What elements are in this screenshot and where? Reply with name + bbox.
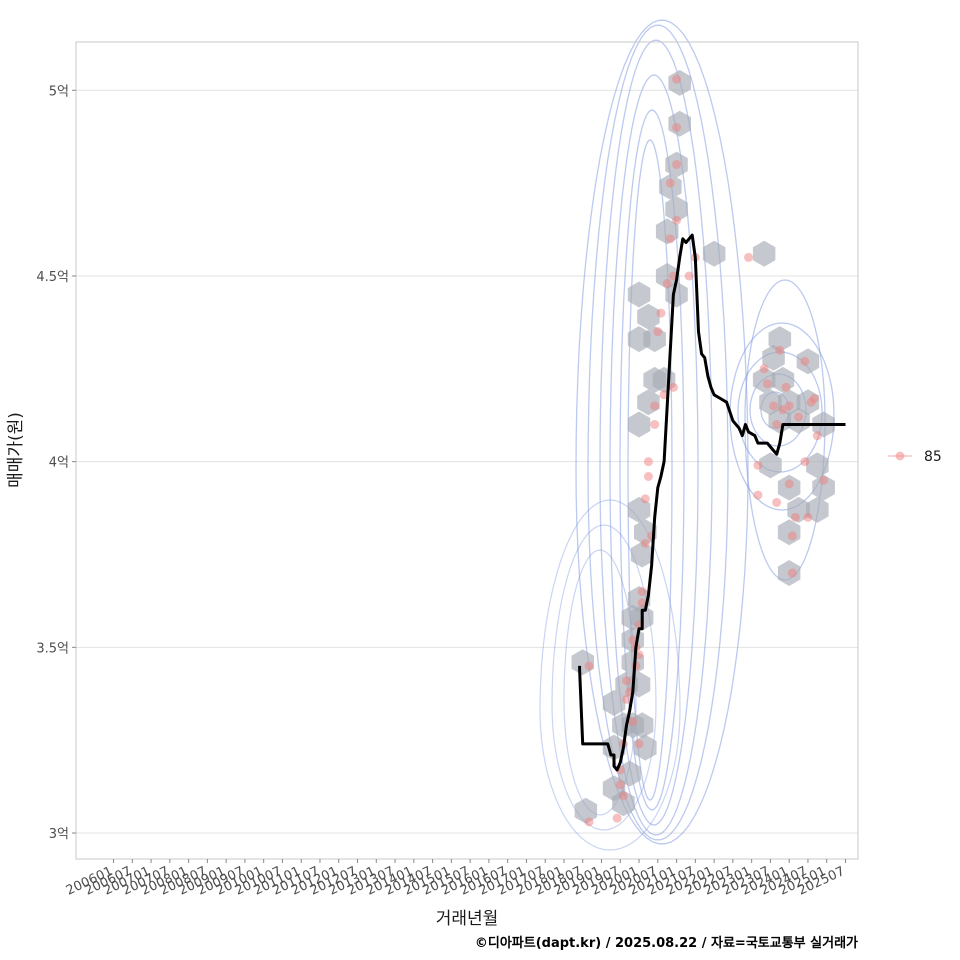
data-point: [637, 598, 647, 608]
data-point: [812, 431, 822, 441]
data-point: [628, 717, 638, 727]
y-axis: 3억 3.5억 4억 4.5억 5억: [36, 84, 76, 842]
density-contour: [587, 24, 729, 841]
x-axis: 2006012006072007012007072008012008072009…: [64, 859, 847, 899]
data-point: [615, 780, 625, 790]
data-point: [672, 74, 682, 84]
data-point: [781, 382, 791, 392]
data-point: [753, 490, 763, 500]
hexbin-cell: [602, 734, 626, 761]
data-point: [787, 531, 797, 541]
y-tick-label: 5억: [49, 84, 69, 99]
data-point: [803, 512, 813, 522]
data-point: [759, 364, 769, 374]
data-point: [809, 394, 819, 404]
hexbin-cell: [768, 326, 792, 353]
data-point: [819, 475, 829, 485]
data-point: [762, 379, 772, 389]
y-tick-label: 4.5억: [36, 270, 69, 285]
trend-line-layer: [578, 233, 846, 772]
data-point: [622, 676, 632, 686]
hexbin-cell: [627, 281, 651, 308]
hexbin-cell: [759, 452, 782, 479]
data-point: [794, 412, 804, 422]
data-point: [800, 356, 810, 366]
data-point: [684, 271, 694, 281]
hexbin-cell: [702, 240, 726, 267]
data-point: [650, 401, 660, 411]
hexbin-cell: [618, 760, 641, 787]
data-point: [665, 178, 675, 188]
hexbin-cell: [602, 690, 626, 716]
y-tick-label: 3.5억: [36, 641, 69, 656]
data-point: [634, 739, 644, 749]
data-point: [787, 568, 797, 578]
data-point: [784, 401, 794, 411]
trend-line: [578, 233, 846, 772]
hexbin-cell: [612, 790, 635, 817]
hexbin-cell: [806, 452, 829, 479]
data-point: [656, 308, 666, 318]
data-point: [672, 215, 682, 225]
hexbin-cell: [752, 240, 776, 267]
x-axis-title: 거래년월: [436, 909, 499, 929]
data-point: [772, 497, 782, 507]
data-point: [744, 252, 754, 262]
hexbin-cell: [574, 797, 598, 824]
data-point: [612, 813, 622, 823]
legend-label: 85: [924, 449, 942, 465]
density-contour: [575, 19, 749, 845]
data-point: [643, 471, 653, 481]
data-point: [665, 234, 675, 244]
hexbin-cell: [665, 196, 688, 223]
data-point: [628, 635, 638, 645]
legend: 85: [888, 449, 942, 465]
density-contour: [599, 39, 713, 836]
data-point: [662, 278, 672, 288]
data-point: [640, 494, 650, 504]
data-point: [653, 327, 663, 337]
data-point: [584, 661, 594, 671]
hexbin-cell: [637, 303, 660, 330]
data-point: [618, 791, 628, 801]
hexbin-cell: [627, 411, 651, 438]
data-point: [637, 587, 647, 597]
scatter-points: [584, 74, 829, 827]
data-point: [672, 122, 682, 132]
y-axis-title: 매매가(원): [6, 412, 26, 488]
data-point: [790, 512, 800, 522]
caption: ©디아파트(dapt.kr) / 2025.08.22 / 자료=국토교통부 실…: [475, 935, 858, 951]
data-point: [584, 817, 594, 827]
data-point: [650, 420, 660, 430]
y-tick-label: 3억: [49, 827, 69, 842]
data-point: [640, 538, 650, 548]
hexbin-cell: [665, 281, 688, 308]
hexbin-cell: [630, 541, 654, 568]
data-point: [753, 460, 763, 470]
data-point: [784, 479, 794, 489]
data-point: [668, 382, 678, 392]
data-point: [772, 420, 782, 430]
hexbin-cell: [655, 263, 679, 289]
data-point: [769, 401, 779, 411]
data-point: [800, 457, 810, 467]
hexbin-cell: [627, 496, 651, 523]
density-contour: [744, 279, 826, 581]
y-tick-label: 4억: [49, 456, 69, 471]
density-contour: [551, 524, 657, 831]
data-point: [622, 694, 632, 704]
hexbin-cell: [812, 474, 835, 501]
panel-border: [75, 41, 859, 860]
data-point: [643, 457, 653, 467]
data-point: [775, 345, 785, 355]
legend-key-point: [895, 451, 905, 461]
hexbin-cell: [630, 712, 654, 739]
data-point: [672, 160, 682, 170]
